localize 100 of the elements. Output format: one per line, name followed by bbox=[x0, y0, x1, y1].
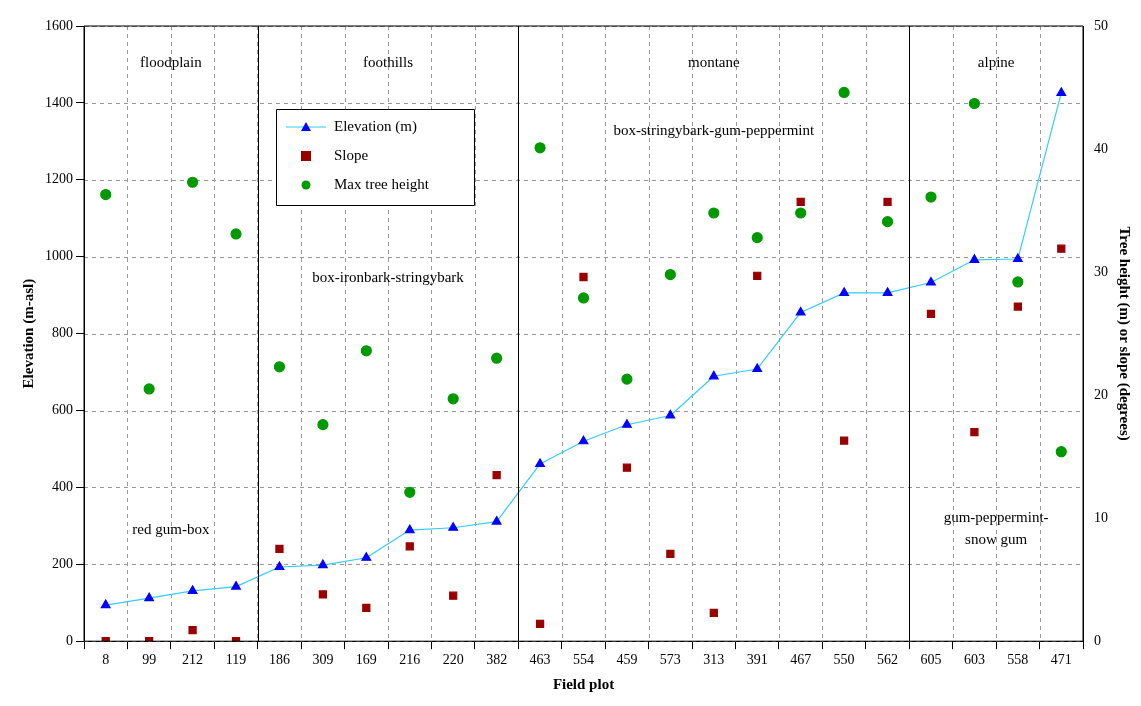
point bbox=[144, 592, 155, 602]
y-tick-label: 0 bbox=[66, 632, 73, 648]
point bbox=[273, 361, 286, 373]
point bbox=[926, 276, 936, 286]
x-tick-label: 313 bbox=[703, 652, 725, 668]
x-tick-label: 573 bbox=[659, 652, 681, 668]
point bbox=[968, 97, 981, 110]
point bbox=[275, 544, 284, 554]
point bbox=[666, 549, 675, 558]
y2-tick-label: 0 bbox=[1094, 632, 1101, 648]
point bbox=[577, 292, 590, 304]
point bbox=[186, 176, 199, 188]
point bbox=[1012, 253, 1023, 263]
point bbox=[839, 287, 850, 296]
y2-tick-label: 40 bbox=[1094, 140, 1108, 156]
point bbox=[100, 599, 111, 609]
point bbox=[579, 272, 588, 282]
point bbox=[881, 216, 894, 228]
point bbox=[362, 603, 371, 613]
point bbox=[405, 542, 414, 551]
y-tick-label: 600 bbox=[52, 402, 73, 418]
point bbox=[230, 228, 242, 240]
point bbox=[925, 191, 937, 203]
x-tick-label: 186 bbox=[268, 652, 290, 668]
point bbox=[622, 463, 632, 472]
point bbox=[796, 197, 805, 207]
x-tick-label: 562 bbox=[877, 652, 899, 668]
x-tick-label: 119 bbox=[225, 652, 247, 668]
point bbox=[317, 559, 328, 569]
point bbox=[1056, 87, 1067, 96]
y2-tick-label: 50 bbox=[1094, 17, 1108, 33]
point bbox=[187, 585, 198, 594]
point bbox=[231, 581, 241, 590]
annotation: red gum-box bbox=[132, 521, 210, 538]
y2-tick-label: 20 bbox=[1094, 386, 1108, 402]
point bbox=[795, 207, 807, 219]
point bbox=[143, 383, 155, 395]
point bbox=[447, 393, 459, 405]
y-tick-label: 1200 bbox=[45, 171, 73, 187]
point bbox=[535, 458, 545, 468]
point bbox=[708, 207, 720, 219]
x-tick-label: 459 bbox=[616, 652, 638, 668]
y2-tick-label: 30 bbox=[1094, 263, 1108, 279]
band-label: montane bbox=[687, 53, 740, 70]
point bbox=[404, 524, 415, 534]
point bbox=[664, 268, 676, 281]
point bbox=[578, 435, 589, 445]
point bbox=[970, 427, 979, 437]
x-tick-label: 463 bbox=[529, 652, 551, 668]
point bbox=[188, 625, 197, 635]
x-tick-label: 169 bbox=[355, 652, 377, 668]
point bbox=[1057, 244, 1066, 253]
x-tick-label: 391 bbox=[746, 652, 768, 668]
x-tick-label: 212 bbox=[182, 652, 204, 668]
band-label: alpine bbox=[977, 53, 1015, 70]
point bbox=[1012, 276, 1024, 288]
x-tick-label: 558 bbox=[1007, 652, 1029, 668]
y-tick-label: 200 bbox=[52, 555, 73, 571]
x-tick-label: 467 bbox=[790, 652, 812, 668]
point bbox=[100, 188, 112, 201]
point bbox=[534, 142, 546, 154]
x-tick-label: 220 bbox=[442, 652, 464, 668]
point bbox=[708, 370, 719, 380]
point bbox=[318, 590, 328, 599]
point bbox=[621, 373, 633, 385]
point bbox=[274, 561, 285, 571]
point bbox=[404, 486, 416, 498]
legend-label: Max tree height bbox=[334, 175, 430, 192]
x-tick-label: 471 bbox=[1050, 652, 1072, 668]
point bbox=[317, 419, 329, 431]
point bbox=[449, 591, 458, 600]
point bbox=[969, 254, 980, 263]
x-tick-label: 550 bbox=[833, 652, 855, 668]
x-tick-label: 216 bbox=[399, 652, 421, 668]
y-tick-label: 400 bbox=[52, 479, 73, 495]
y-tick-label: 1600 bbox=[45, 17, 73, 33]
point bbox=[361, 552, 372, 561]
point bbox=[535, 619, 545, 629]
point bbox=[709, 608, 718, 618]
x-tick-label: 382 bbox=[486, 652, 508, 668]
legend-label: Elevation (m) bbox=[334, 117, 417, 135]
point bbox=[882, 287, 893, 296]
point bbox=[926, 309, 936, 319]
x-tick-label: 554 bbox=[573, 652, 594, 668]
point bbox=[665, 409, 676, 419]
y-tick-label: 800 bbox=[52, 325, 73, 341]
point bbox=[492, 470, 501, 480]
y2-axis-title: Tree height (m) or slope (degrees) bbox=[1116, 226, 1134, 441]
point bbox=[622, 419, 632, 428]
x-tick-label: 603 bbox=[963, 652, 985, 668]
x-tick-label: 605 bbox=[920, 652, 942, 668]
y-axis-title: Elevation (m-asl) bbox=[19, 278, 37, 389]
y2-tick-label: 10 bbox=[1094, 509, 1108, 525]
x-axis-title: Field plot bbox=[552, 675, 615, 692]
point bbox=[448, 522, 459, 531]
point bbox=[883, 197, 892, 207]
point bbox=[753, 271, 762, 280]
point bbox=[752, 363, 763, 373]
x-tick-label: 8 bbox=[102, 652, 110, 668]
annotation: box-stringybark-gum-peppermint bbox=[613, 121, 816, 138]
